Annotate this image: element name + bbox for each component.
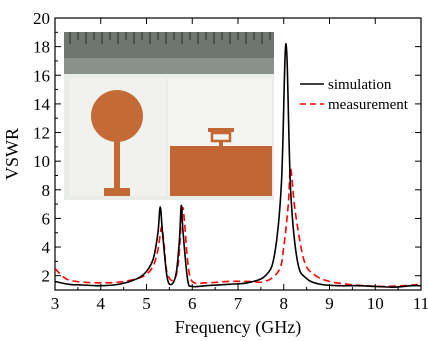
legend-label-measurement: measurement (328, 97, 409, 113)
y-tick-label: 4 (42, 238, 51, 257)
x-tick-label: 4 (97, 294, 106, 313)
x-tick-label: 7 (234, 294, 243, 313)
x-tick-label: 5 (142, 294, 151, 313)
ground-plane (170, 146, 272, 196)
antenna-photo-inset (64, 32, 274, 200)
y-tick-label: 12 (33, 124, 50, 143)
x-tick-label: 6 (188, 294, 197, 313)
circular-patch (91, 90, 143, 142)
x-tick-label: 11 (413, 294, 428, 313)
y-tick-label: 14 (33, 95, 51, 114)
y-tick-label: 6 (42, 209, 51, 228)
series-line-simulation (55, 42, 421, 288)
x-tick-label: 3 (51, 294, 60, 313)
y-tick-label: 2 (42, 267, 51, 286)
x-tick-label: 9 (325, 294, 334, 313)
feed-line (114, 140, 120, 196)
x-tick-label: 8 (280, 294, 289, 313)
y-tick-label: 18 (33, 38, 50, 57)
y-axis-ticks: 2 4 6 8 10 12 14 16 18 20 (33, 9, 421, 286)
x-axis-ticks: 3 4 5 6 7 8 9 10 11 (51, 18, 428, 313)
y-tick-label: 8 (42, 181, 51, 200)
legend: simulation measurement (300, 77, 409, 113)
y-tick-label: 16 (33, 66, 50, 85)
y-tick-label: 10 (33, 152, 50, 171)
series-line-measurement (55, 167, 421, 288)
y-axis-title: VSWR (2, 128, 22, 180)
x-axis-title: Frequency (GHz) (175, 317, 301, 338)
legend-label-simulation: simulation (328, 77, 392, 93)
series-layer (55, 42, 421, 288)
x-tick-label: 10 (367, 294, 384, 313)
y-tick-label: 20 (33, 9, 50, 28)
